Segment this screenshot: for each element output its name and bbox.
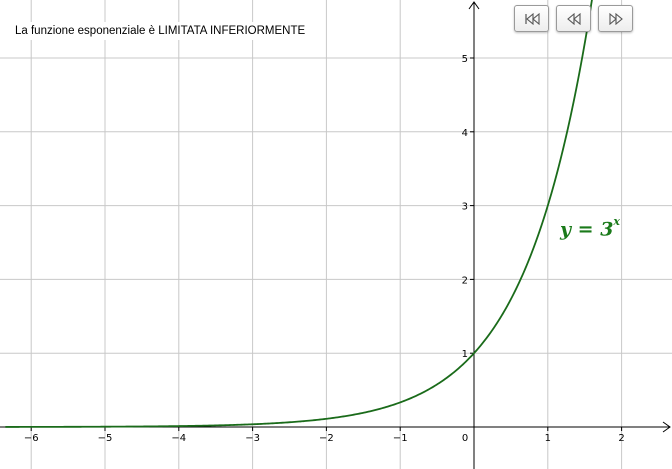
curve-equation-label: y = 3x — [560, 215, 620, 241]
x-axis-arrow — [662, 421, 671, 433]
y-tick-label: 2 — [462, 275, 468, 286]
caption-text: La funzione esponenziale è LIMITATA INFE… — [8, 22, 313, 40]
exponential-curve — [5, 0, 593, 428]
x-tick-label: −3 — [245, 433, 260, 444]
equation-exponent: x — [613, 215, 620, 228]
y-tick-label: 1 — [462, 349, 468, 360]
x-tick-label: −5 — [98, 433, 113, 444]
x-tick-label: −4 — [171, 433, 186, 444]
y-tick-label: 4 — [462, 128, 468, 139]
x-tick-label: 2 — [618, 433, 624, 444]
next-step-button[interactable] — [598, 5, 633, 32]
skip-to-start-icon — [524, 12, 540, 25]
x-tick-label: −2 — [319, 433, 334, 444]
y-tick-label: 5 — [462, 54, 468, 65]
x-tick-label: 0 — [462, 433, 468, 444]
y-tick-label: 3 — [462, 202, 468, 213]
y-axis-arrow — [468, 1, 480, 10]
previous-step-button[interactable] — [556, 5, 591, 32]
x-tick-label: −1 — [393, 433, 408, 444]
step-forward-icon — [608, 12, 623, 25]
equation-lhs: y = 3 — [560, 218, 614, 241]
first-step-button[interactable] — [514, 5, 549, 32]
step-back-icon — [566, 12, 581, 25]
x-tick-label: −6 — [24, 433, 39, 444]
x-tick-label: 1 — [545, 433, 551, 444]
